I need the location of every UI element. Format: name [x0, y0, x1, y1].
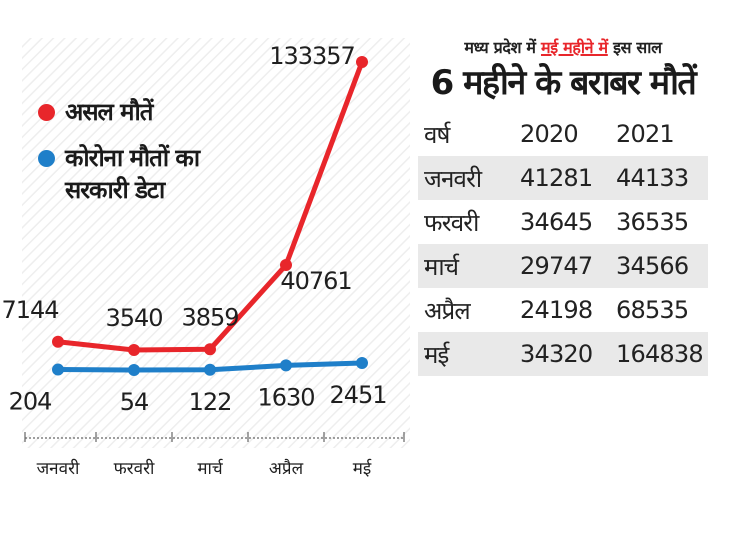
x-tick-labels: जनवरी फरवरी मार्च अप्रैल मई: [37, 458, 373, 479]
row-2020: 34645: [520, 208, 593, 236]
x-tick-label-2: मार्च: [197, 458, 224, 479]
row-2020: 29747: [520, 252, 593, 280]
data-point-1-2: [204, 363, 216, 376]
data-label-0-4: 133357: [269, 42, 355, 70]
x-tick-label-0: जनवरी: [37, 458, 80, 479]
data-point-0-1: [128, 344, 140, 356]
data-label-1-2: 122: [189, 388, 232, 416]
deaths-table: वर्ष 2020 2021 जनवरी 41281 44133 फरवरी 3…: [418, 112, 708, 376]
row-2021: 34566: [616, 252, 689, 280]
legend-item-official: कोरोना मौतों का सरकारी डेटा: [38, 142, 200, 206]
data-point-0-2: [204, 343, 216, 356]
row-month: मई: [424, 340, 449, 369]
row-2020: 41281: [520, 164, 593, 192]
subtitle-highlight: मई महीने में: [540, 38, 608, 57]
row-2021: 164838: [616, 340, 704, 368]
data-point-1-1: [128, 364, 140, 376]
x-tick-label-3: अप्रैल: [269, 458, 304, 479]
data-label-1-0: 204: [9, 388, 52, 416]
subtitle-pre: मध्य प्रदेश में: [464, 38, 536, 57]
data-label-1-1: 54: [120, 388, 149, 416]
table-row: मार्च 29747 34566: [418, 244, 708, 288]
header-2021: 2021: [616, 120, 675, 148]
legend: असल मौतें कोरोना मौतों का सरकारी डेटा: [38, 96, 200, 206]
table-row: मई 34320 164838: [418, 332, 708, 376]
table-row: अप्रैल 24198 68535: [418, 288, 708, 332]
legend-label-official-line2: सरकारी डेटा: [65, 176, 165, 204]
row-month: फरवरी: [424, 208, 479, 237]
data-label-1-4: 2451: [329, 381, 386, 409]
data-point-0-3: [280, 259, 292, 271]
data-point-1-4: [356, 357, 368, 369]
table-subtitle: मध्य प्रदेश में मई महीने में इस साल: [418, 36, 708, 58]
red-dot-icon: [38, 104, 55, 121]
row-2021: 68535: [616, 296, 689, 324]
x-tick-label-1: फरवरी: [114, 458, 155, 479]
row-month: अप्रैल: [424, 296, 471, 325]
data-point-1-3: [280, 359, 292, 372]
blue-dot-icon: [38, 150, 55, 167]
data-point-0-0: [52, 335, 64, 348]
data-label-1-3: 1630: [257, 383, 314, 411]
data-label-0-3: 40761: [280, 267, 351, 295]
table-title: 6 महीने के बराबर मौतें: [430, 63, 697, 103]
row-month: मार्च: [424, 252, 459, 281]
row-2021: 44133: [616, 164, 689, 192]
legend-label-actual: असल मौतें: [65, 98, 153, 126]
data-point-0-4: [356, 56, 368, 68]
row-month: जनवरी: [424, 164, 482, 193]
deaths-table-panel: मध्य प्रदेश में मई महीने में इस साल 6 मह…: [418, 36, 708, 376]
header-year: वर्ष: [424, 120, 450, 149]
data-label-0-2: 3859: [181, 303, 238, 331]
header-2020: 2020: [520, 120, 579, 148]
legend-label-official-line1: कोरोना मौतों का: [65, 144, 200, 172]
table-header-row: वर्ष 2020 2021: [418, 112, 708, 156]
table-row: जनवरी 41281 44133: [418, 156, 708, 200]
row-2020: 34320: [520, 340, 593, 368]
row-2020: 24198: [520, 296, 593, 324]
x-axis: [24, 432, 405, 442]
data-labels: 7144 3540 3859 40761 133357 204 54 122 1630 2451: [1, 42, 387, 416]
data-points: [52, 56, 368, 376]
data-label-0-1: 3540: [105, 304, 162, 332]
x-tick-label-4: मई: [353, 458, 373, 479]
legend-item-actual: असल मौतें: [38, 96, 199, 128]
data-label-0-0: 7144: [1, 296, 58, 324]
row-2021: 36535: [616, 208, 689, 236]
table-row: फरवरी 34645 36535: [418, 200, 708, 244]
subtitle-post: इस साल: [613, 38, 662, 57]
data-point-1-0: [52, 363, 64, 376]
